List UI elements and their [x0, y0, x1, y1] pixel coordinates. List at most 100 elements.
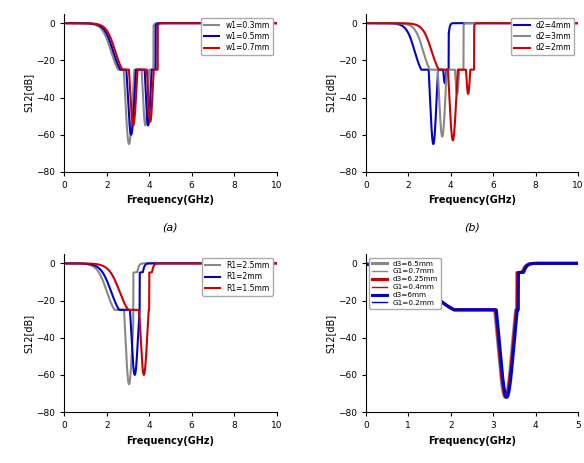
- X-axis label: Frequency(GHz): Frequency(GHz): [428, 436, 516, 446]
- G1=0.2mm: [463, 307, 470, 313]
- G1=0.4mm: [362, 262, 369, 267]
- G1=0.4mm: [463, 307, 470, 313]
- G1=0.7mm: [517, 269, 524, 275]
- G1=0.4mm: [558, 261, 565, 266]
- G1=0.7mm: [568, 261, 575, 266]
- Line: d2=3mm: d2=3mm: [366, 23, 578, 137]
- R1=2mm: [273, 261, 280, 266]
- Y-axis label: S12[dB]: S12[dB]: [23, 313, 33, 353]
- d3=6.5mm: [575, 261, 582, 266]
- R1=2.5mm: [265, 261, 272, 266]
- R1=1.5mm: [150, 264, 157, 269]
- Legend: d2=4mm, d2=3mm, d2=2mm: d2=4mm, d2=3mm, d2=2mm: [511, 18, 574, 56]
- Line: R1=1.5mm: R1=1.5mm: [64, 263, 277, 375]
- G1=0.7mm: [502, 394, 509, 400]
- d2=2mm: [575, 20, 582, 26]
- d3=6.5mm: [453, 307, 460, 313]
- d3=6.5mm: [502, 394, 509, 400]
- d2=4mm: [561, 20, 568, 26]
- d3=6.25mm: [502, 394, 509, 400]
- d3=6.5mm: [362, 262, 369, 267]
- d3=6.25mm: [558, 261, 565, 266]
- R1=2mm: [267, 261, 274, 266]
- d3=6.5mm: [568, 261, 575, 266]
- d3=6.25mm: [453, 307, 460, 313]
- R1=1.5mm: [273, 261, 280, 266]
- Line: R1=2mm: R1=2mm: [64, 263, 277, 375]
- Y-axis label: S12[dB]: S12[dB]: [23, 73, 33, 113]
- d3=6mm: [503, 394, 510, 400]
- R1=2mm: [61, 261, 68, 266]
- w1=0.5mm: [267, 20, 274, 26]
- Line: w1=0.3mm: w1=0.3mm: [64, 23, 277, 144]
- Text: (a): (a): [162, 222, 178, 232]
- d3=6mm: [451, 307, 458, 313]
- d2=4mm: [453, 20, 460, 26]
- d2=4mm: [558, 20, 565, 26]
- R1=1.5mm: [140, 372, 147, 378]
- w1=0.5mm: [61, 20, 68, 26]
- G1=0.2mm: [568, 261, 575, 266]
- G1=0.7mm: [451, 307, 458, 313]
- G1=0.7mm: [575, 261, 582, 266]
- d2=3mm: [453, 90, 460, 96]
- w1=0.5mm: [128, 132, 135, 138]
- d2=4mm: [517, 20, 524, 26]
- d3=6.25mm: [362, 262, 369, 267]
- d2=3mm: [575, 20, 582, 26]
- d3=6.5mm: [451, 307, 458, 313]
- G1=0.7mm: [453, 307, 460, 313]
- R1=1.5mm: [256, 261, 263, 266]
- d3=6mm: [362, 262, 369, 267]
- G1=0.2mm: [575, 261, 582, 266]
- G1=0.4mm: [453, 307, 460, 313]
- G1=0.7mm: [463, 307, 470, 313]
- d2=2mm: [463, 80, 470, 85]
- R1=2mm: [152, 261, 159, 266]
- w1=0.7mm: [273, 20, 280, 26]
- R1=1.5mm: [215, 261, 222, 266]
- w1=0.7mm: [162, 20, 169, 26]
- R1=2mm: [270, 261, 277, 266]
- w1=0.3mm: [126, 141, 133, 147]
- Line: w1=0.7mm: w1=0.7mm: [64, 23, 277, 125]
- Line: d3=6.5mm: d3=6.5mm: [366, 263, 578, 397]
- G1=0.2mm: [517, 270, 524, 275]
- R1=2.5mm: [61, 261, 68, 266]
- Legend: R1=2.5mm, R1=2mm, R1=1.5mm: R1=2.5mm, R1=2mm, R1=1.5mm: [202, 258, 273, 295]
- d2=3mm: [568, 20, 575, 26]
- G1=0.4mm: [502, 394, 509, 400]
- G1=0.7mm: [362, 262, 369, 267]
- Y-axis label: S12[dB]: S12[dB]: [325, 313, 335, 353]
- w1=0.3mm: [273, 20, 280, 26]
- X-axis label: Frequency(GHz): Frequency(GHz): [126, 195, 214, 206]
- G1=0.2mm: [503, 394, 510, 400]
- d2=4mm: [463, 20, 470, 26]
- d2=3mm: [463, 20, 470, 26]
- w1=0.3mm: [267, 20, 274, 26]
- d2=2mm: [517, 20, 524, 26]
- d3=6.25mm: [568, 261, 575, 266]
- Line: d3=6.25mm: d3=6.25mm: [366, 263, 578, 397]
- G1=0.2mm: [362, 262, 369, 267]
- R1=1.5mm: [61, 261, 68, 266]
- w1=0.5mm: [256, 20, 263, 26]
- d2=4mm: [568, 20, 575, 26]
- R1=2.5mm: [162, 261, 169, 266]
- w1=0.7mm: [130, 123, 137, 128]
- d3=6.25mm: [575, 261, 582, 266]
- w1=0.7mm: [150, 69, 157, 75]
- d3=6mm: [463, 307, 470, 313]
- R1=2.5mm: [126, 382, 133, 387]
- d3=6.25mm: [517, 269, 524, 275]
- Line: G1=0.2mm: G1=0.2mm: [366, 263, 578, 397]
- d2=3mm: [439, 134, 446, 139]
- R1=2.5mm: [215, 261, 222, 266]
- d2=4mm: [362, 20, 369, 26]
- R1=2.5mm: [267, 261, 274, 266]
- Line: d2=4mm: d2=4mm: [366, 23, 578, 144]
- Line: w1=0.5mm: w1=0.5mm: [64, 23, 277, 135]
- d3=6.25mm: [463, 307, 470, 313]
- d2=2mm: [453, 86, 460, 91]
- R1=2.5mm: [256, 261, 263, 266]
